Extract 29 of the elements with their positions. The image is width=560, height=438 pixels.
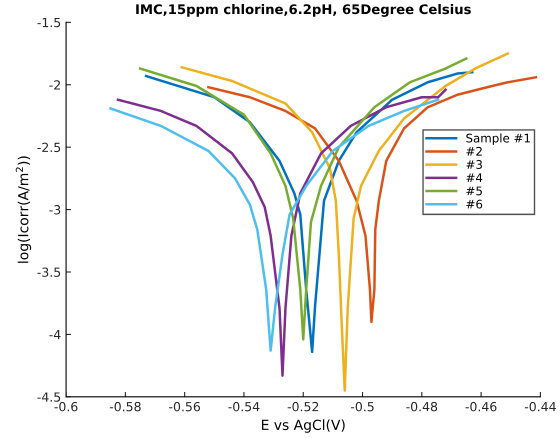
y-tick-label: -2 (49, 80, 60, 90)
line-series (109, 98, 440, 352)
legend-label: #2 (466, 146, 482, 156)
y-tick-label: -1.5 (37, 18, 60, 28)
legend-label: #3 (466, 160, 482, 169)
x-axis-title: E vs AgCl(V) (262, 419, 345, 433)
y-tick-label: -3 (49, 205, 60, 215)
line-series (207, 76, 538, 324)
x-tick-label: -0.5 (350, 402, 374, 412)
x-tick-label: -0.48 (406, 402, 438, 412)
x-tick-label: -0.56 (169, 402, 200, 412)
line-series (116, 88, 447, 377)
x-tick-label: -0.58 (110, 402, 141, 412)
legend-label: Sample #1 (466, 133, 530, 145)
y-tick-label: -3.5 (37, 267, 60, 277)
x-tick-label: -0.54 (228, 402, 260, 412)
legend-label: #4 (466, 173, 482, 182)
x-tick-label: -0.44 (524, 402, 556, 412)
y-axis-title: log(Icorr(A/m$^{2}$)) (16, 156, 32, 263)
y-tick-label: -2.5 (37, 142, 60, 152)
y-tick-label: -4.5 (37, 392, 60, 402)
x-tick-label: -0.52 (288, 402, 318, 412)
legend-label: #5 (466, 186, 482, 196)
y-tick-label: -4 (49, 330, 61, 340)
x-tick-label: -0.6 (54, 402, 78, 412)
x-tick-label: -0.46 (466, 402, 496, 412)
legend-label: #6 (466, 200, 482, 209)
chart-title: IMC,15ppm chlorine,6.2pH, 65Degree Celsius (136, 4, 471, 17)
line-series (180, 52, 510, 392)
